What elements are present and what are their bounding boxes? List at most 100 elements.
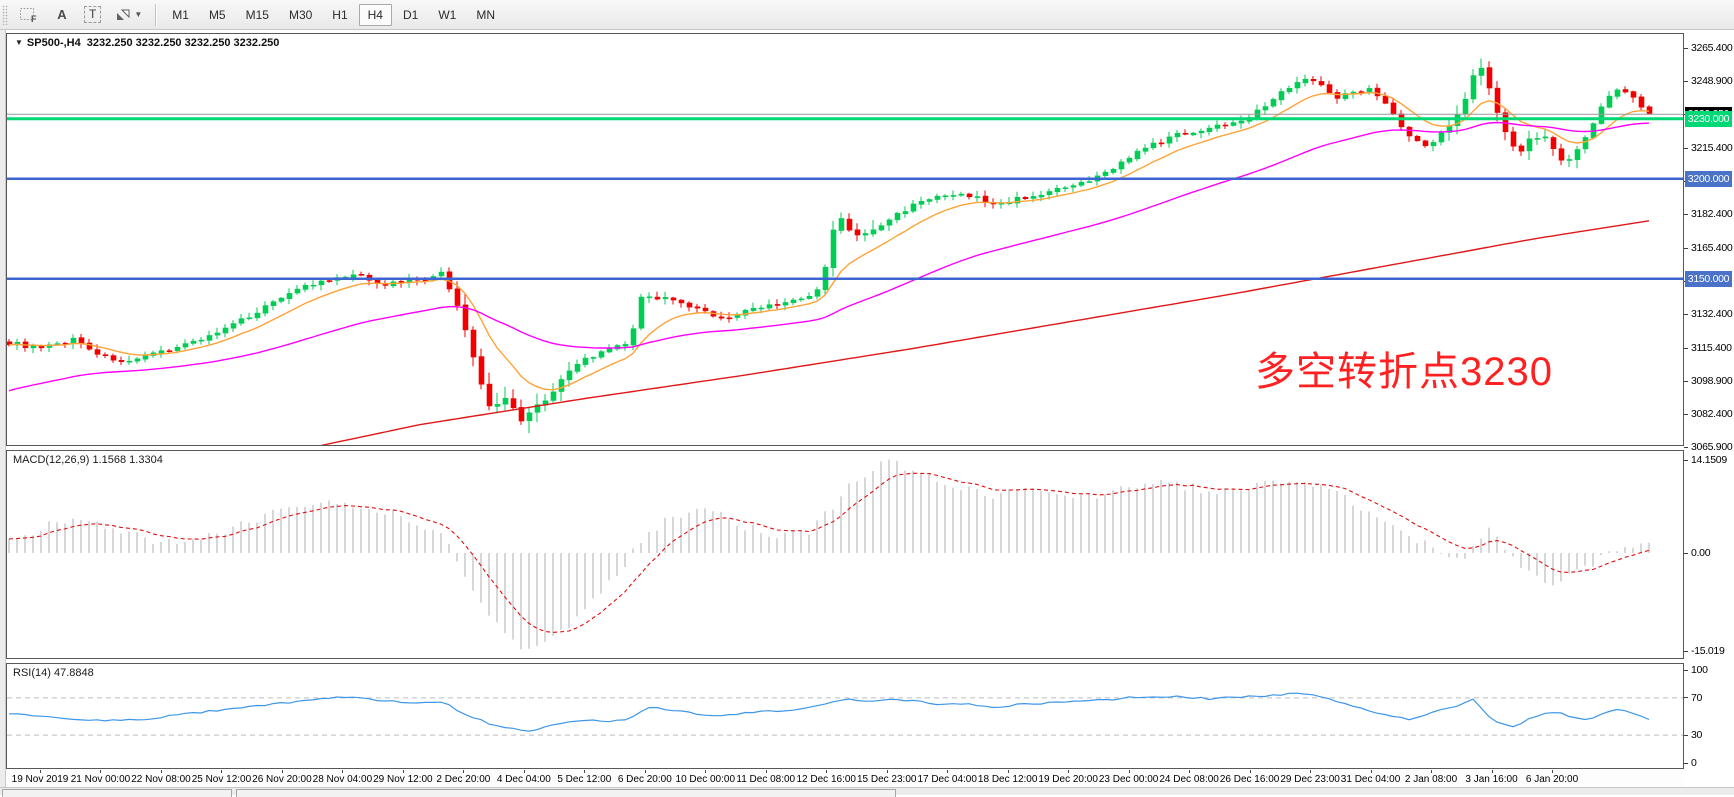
time-tick [402,770,404,773]
price-badge: 3200.000 [1685,170,1732,187]
letter-t-icon: T [84,6,102,23]
time-tick [1068,770,1070,773]
time-axis[interactable]: 19 Nov 2019 21 Nov 00:00 22 Nov 08:00 25 No… [6,770,1684,787]
candlesticks [7,58,1653,434]
axis-tick [1684,734,1688,736]
timeframe-d1-button[interactable]: D1 [394,4,427,26]
timeframe-m5-button[interactable]: M5 [200,4,235,26]
axis-tick [1684,669,1688,671]
price-badge: 3230.000 [1685,110,1732,127]
axis-tick [1684,446,1688,448]
axis-tick-label: 100 [1691,664,1708,676]
time-tick-label: 26 Nov 20:00 [252,774,312,785]
axis-tick-label: 30 [1691,729,1703,742]
price-chart-panel[interactable]: ▼ SP500-,H4 3232.250 3232.250 3232.250 323… [6,33,1684,446]
macd-histogram [8,459,1650,650]
axis-tick-label: 3132.400 [1691,308,1733,320]
timeframe-mn-button[interactable]: MN [467,4,504,26]
price-axis[interactable]: 3265.400 3248.900 3215.400 3182.400 3165.400… [1684,33,1734,453]
macd-signal-line [8,472,1650,633]
axis-tick-label: 3182.400 [1691,208,1733,220]
axis-tick [1684,147,1688,149]
timeframe-m15-button[interactable]: M15 [237,4,278,26]
time-tick [826,770,828,773]
axis-tick-label: -15.019 [1691,645,1725,658]
time-tick [463,770,465,773]
axis-tick-label: 70 [1691,691,1703,704]
rsi-canvas[interactable] [7,664,1683,768]
time-tick-label: 2 Dec 20:00 [436,774,491,785]
text-t-tool-button[interactable]: T [79,3,106,27]
macd-canvas[interactable] [7,451,1683,658]
axis-tick-label: 14.1509 [1691,454,1727,467]
axis-tick-label: 3082.400 [1691,408,1733,420]
time-tick-label: 28 Nov 04:00 [312,774,373,785]
annotation-text: 多空转折点3230 [1255,350,1553,394]
window-left-edge [0,30,6,795]
axis-tick [1684,762,1688,764]
axis-tick [1684,552,1688,554]
time-tick [886,770,888,773]
timeframe-m1-button[interactable]: M1 [163,4,198,26]
ma-mid-line [8,121,1650,392]
axis-tick [1684,313,1688,315]
grid-f-tool-button[interactable]: F [14,3,45,27]
time-tick [1552,770,1553,773]
time-tick-label: 19 Dec 20:00 [1038,774,1098,785]
time-tick-label: 6 Dec 20:00 [617,774,672,785]
grid-f-icon: F [20,7,37,23]
status-segment [2,789,232,797]
time-tick-label: 3 Jan 16:00 [1465,774,1518,785]
price-badge: 3150.000 [1685,270,1732,287]
timeframe-h1-button[interactable]: H1 [323,4,356,26]
time-tick-label: 18 Dec 12:00 [977,774,1038,785]
axis-tick [1684,347,1688,349]
time-tick [1249,770,1251,773]
text-a-tool-button[interactable]: A [49,3,75,27]
time-tick-label: 29 Dec 23:00 [1280,774,1340,785]
toolbar: F A T ▼ M1 M5 M15 M30 H1 H4 D1 W1 MN [0,0,1734,30]
axis-tick [1684,459,1688,461]
timeframe-m30-button[interactable]: M30 [280,4,321,26]
rsi-label: RSI(14) 47.8848 [13,667,94,679]
time-tick [947,770,949,773]
axis-tick-label: 0 [1691,757,1697,769]
axis-tick [1684,47,1688,49]
toolbar-drag-handle[interactable] [2,4,8,25]
macd-panel[interactable]: MACD(12,26,9) 1.1568 1.3304 [6,450,1684,659]
axis-tick-label: 3215.400 [1691,142,1733,154]
time-tick-label: 26 Dec 16:00 [1219,774,1280,785]
rsi-axis: 100 70 30 0 [1684,663,1734,769]
timeframe-w1-button[interactable]: W1 [429,4,465,26]
axis-tick-label: 0.00 [1691,547,1711,559]
rsi-panel[interactable]: RSI(14) 47.8848 [6,663,1684,769]
time-tick-label: 24 Dec 08:00 [1159,774,1219,785]
status-bar [0,787,1734,797]
time-tick [584,770,586,773]
price-chart-canvas[interactable] [7,34,1683,445]
time-tick-label: 31 Dec 04:00 [1340,774,1401,785]
axis-tick [1684,213,1688,215]
time-tick-label: 11 Dec 08:00 [736,774,796,785]
svg-text:F: F [31,14,37,23]
status-segment [236,789,896,797]
collapse-triangle-icon[interactable]: ▼ [15,38,23,47]
time-tick [281,770,283,773]
time-tick-label: 2 Jan 08:00 [1404,774,1458,785]
chevron-down-icon: ▼ [134,10,143,19]
time-tick-label: 6 Jan 20:00 [1525,774,1579,785]
ma-fast-line [8,91,1650,391]
time-tick [40,770,41,773]
time-tick [100,770,102,773]
time-tick-label: 4 Dec 04:00 [496,774,551,785]
arrows-tool-button[interactable]: ▼ [110,3,147,27]
time-tick [160,770,162,773]
axis-tick-label: 3265.400 [1691,42,1733,54]
time-tick-label: 5 Dec 12:00 [557,774,612,785]
time-tick [765,770,767,773]
time-tick [1007,770,1009,773]
time-tick-label: 19 Nov 2019 [11,774,69,785]
time-tick [644,770,646,773]
timeframe-h4-button[interactable]: H4 [358,3,392,26]
time-tick-label: 23 Dec 00:00 [1098,774,1159,785]
